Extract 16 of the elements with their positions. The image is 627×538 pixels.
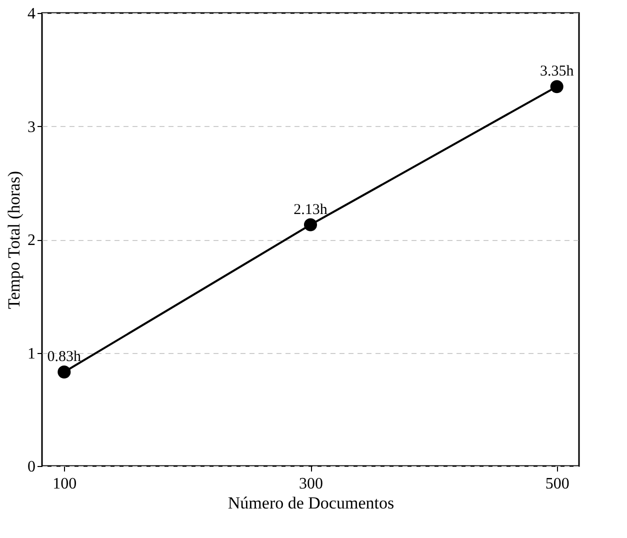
y-tick-label: 4 <box>28 6 36 22</box>
point <box>304 218 318 232</box>
point <box>550 80 564 94</box>
data-label: 3.35h <box>540 64 574 80</box>
x-axis-title: Número de Documentos <box>228 494 394 512</box>
y-tick-label: 2 <box>28 232 36 249</box>
data-label: 0.83h <box>47 349 82 366</box>
y-tick-label: 1 <box>28 345 36 362</box>
x-tick-label: 100 <box>52 476 77 492</box>
x-tick-label: 500 <box>545 476 570 492</box>
y-tick-label: 3 <box>28 118 36 136</box>
x-tick-label: 300 <box>299 476 323 492</box>
data-label: 2.13h <box>294 202 328 218</box>
point <box>58 365 71 379</box>
y-axis-title: Tempo Total (horas) <box>4 171 24 309</box>
y-tick-label: 0 <box>28 458 36 476</box>
